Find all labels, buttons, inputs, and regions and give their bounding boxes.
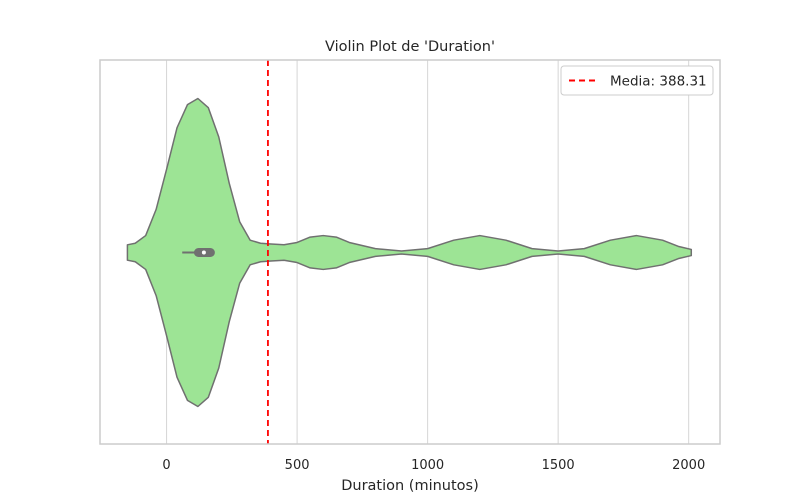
violin-layer [126, 97, 693, 408]
x-tick-label: 1500 [542, 458, 575, 473]
chart-title: Violin Plot de 'Duration' [325, 39, 495, 55]
x-axis-label: Duration (minutos) [341, 478, 479, 494]
x-tick-label: 0 [162, 458, 170, 473]
violin-median-marker [201, 250, 206, 255]
x-axis-ticks: 0 500 1000 1500 2000 [162, 458, 705, 473]
x-tick-label: 500 [285, 458, 310, 473]
legend-mean-label: Media: 388.31 [610, 74, 707, 90]
x-tick-label: 2000 [672, 458, 705, 473]
x-tick-label: 1000 [411, 458, 444, 473]
legend: Media: 388.31 [560, 65, 714, 96]
plot-frame [99, 59, 721, 445]
legend-box [560, 65, 714, 96]
violin-body [126, 97, 693, 408]
